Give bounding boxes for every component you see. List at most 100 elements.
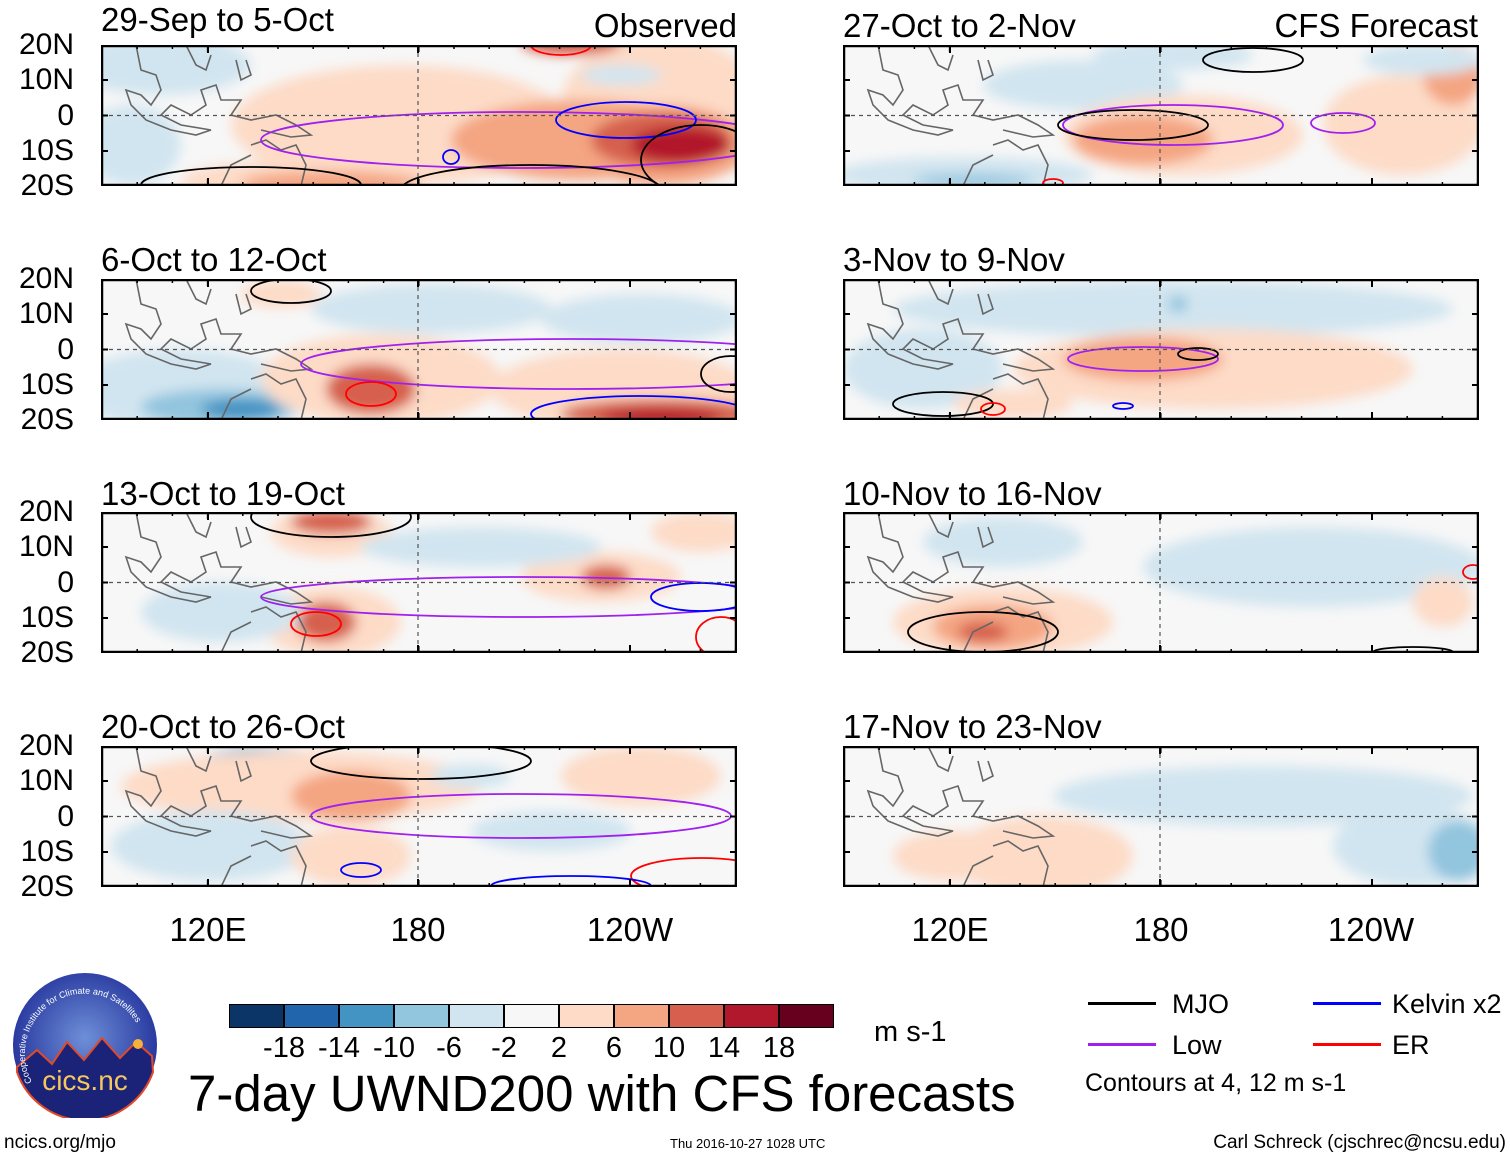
author-credit: Carl Schreck (cjschrec@ncsu.edu) [1213, 1132, 1506, 1153]
legend-swatch-kelvin [1313, 1002, 1381, 1005]
contour-line [1057, 109, 1209, 141]
lon-label: 180 [1133, 911, 1189, 948]
timestamp: Thu 2016-10-27 1028 UTC [670, 1136, 826, 1151]
coastline [124, 746, 314, 887]
colorbar-swatch [504, 1004, 559, 1028]
lat-label: 20S [20, 169, 74, 202]
lat-label: 10S [20, 367, 74, 401]
lat-label: 10S [20, 133, 74, 167]
colorbar-tick-label: 2 [550, 1032, 568, 1064]
lat-label: 10N [18, 63, 74, 97]
lat-label: 10N [18, 530, 74, 564]
legend-label: ER [1392, 1030, 1430, 1060]
map-panel-observed-1 [101, 45, 737, 186]
contour-line [260, 111, 737, 169]
contour-line [290, 611, 342, 637]
lon-label: 120E [911, 911, 989, 948]
contour-line [640, 124, 737, 186]
colorbar-tick-label: 14 [707, 1032, 741, 1064]
colorbar-tick-label: 6 [605, 1032, 623, 1064]
wind-anomaly-region [311, 284, 551, 334]
contour-line [1067, 346, 1219, 372]
colorbar-tick-label: -2 [491, 1032, 517, 1064]
panel-title: 6-Oct to 12-Oct [101, 241, 327, 278]
contour-line [555, 101, 697, 139]
figure-title: 7-day UWND200 with CFS forecasts [188, 1065, 1016, 1122]
wind-anomaly-region [983, 60, 1183, 110]
wind-anomaly-region [1428, 821, 1479, 881]
coastline [866, 512, 1056, 653]
colorbar-swatch [394, 1004, 449, 1028]
contour-note: Contours at 4, 12 m s-1 [1085, 1069, 1347, 1097]
panel-title: 3-Nov to 9-Nov [843, 241, 1065, 278]
lat-label: 20N [18, 28, 74, 61]
wind-anomaly-region [893, 831, 1013, 881]
cfs-forecast-label: CFS Forecast [1274, 7, 1478, 44]
lat-label: 10N [18, 297, 74, 331]
contour-line [442, 149, 460, 165]
lat-label: 20N [18, 495, 74, 528]
contour-line [260, 576, 737, 618]
map-panel-forecast-1 [843, 45, 1479, 186]
wind-anomaly-region [1093, 45, 1253, 70]
lon-label: 180 [390, 911, 446, 948]
colorbar-tick-label: -10 [373, 1032, 415, 1064]
wind-anomaly-region [913, 174, 1033, 186]
wind-anomaly-region [241, 280, 321, 308]
colorbar-swatch [559, 1004, 614, 1028]
wind-anomaly-region [326, 364, 416, 414]
contour-line [630, 857, 737, 887]
wind-anomaly-region [431, 764, 511, 788]
panel-title: 13-Oct to 19-Oct [101, 475, 345, 512]
website-link[interactable]: ncics.org/mjo [4, 1132, 116, 1153]
legend-label: MJO [1172, 989, 1229, 1019]
legend-swatch-er [1313, 1043, 1381, 1046]
wind-anomaly-region [958, 622, 1008, 642]
colorbar-tick-label: -14 [318, 1032, 360, 1064]
wind-anomaly-region [1053, 766, 1473, 826]
colorbar-swatch [339, 1004, 394, 1028]
panel-title: 10-Nov to 16-Nov [843, 475, 1102, 512]
map-panel-observed-4 [101, 746, 737, 887]
wind-anomaly-region [561, 746, 721, 806]
wind-anomaly-region [111, 811, 311, 881]
lat-label: 20S [20, 636, 74, 669]
wind-anomaly-region [1363, 45, 1479, 75]
contour-line [310, 746, 532, 780]
contour-line [1062, 104, 1284, 146]
wind-anomaly-region [241, 171, 421, 186]
panel-title: 27-Oct to 2-Nov [843, 7, 1076, 44]
wind-anomaly-region [601, 409, 721, 420]
map-panel-forecast-4 [843, 746, 1479, 887]
wind-anomaly-region [201, 399, 281, 419]
wind-anomaly-region [581, 565, 631, 589]
lon-label: 120W [586, 911, 674, 948]
contour-line [401, 164, 661, 186]
colorbar-swatch [614, 1004, 669, 1028]
colorbar-swatch [779, 1004, 834, 1028]
lat-label: 0 [57, 799, 74, 833]
contour-line [1310, 112, 1376, 134]
wind-anomaly-region [1168, 296, 1188, 312]
colorbar-tick-label: 18 [762, 1032, 796, 1064]
wind-anomaly-region [541, 294, 737, 344]
lat-label: 20N [18, 729, 74, 762]
lat-label: 0 [57, 332, 74, 366]
contour-line [250, 512, 412, 538]
lat-label: 0 [57, 98, 74, 132]
coastline [124, 45, 314, 186]
wind-anomaly-region [923, 517, 1083, 567]
wind-anomaly-region [361, 527, 601, 567]
wind-anomaly-region [651, 512, 737, 552]
lat-label: 10N [18, 764, 74, 798]
colorbar-swatch [724, 1004, 779, 1028]
cics-logo: Cooperative Institute for Climate and Sa… [12, 972, 158, 1122]
wind-anomaly-region [581, 65, 661, 85]
map-panel-observed-3 [101, 512, 737, 653]
contour-line [1202, 47, 1304, 73]
wind-anomaly-region [471, 811, 631, 851]
lat-label: 20S [20, 403, 74, 436]
legend-swatch-mjo [1088, 1002, 1156, 1005]
map-panel-forecast-3 [843, 512, 1479, 653]
lat-label: 10S [20, 600, 74, 634]
